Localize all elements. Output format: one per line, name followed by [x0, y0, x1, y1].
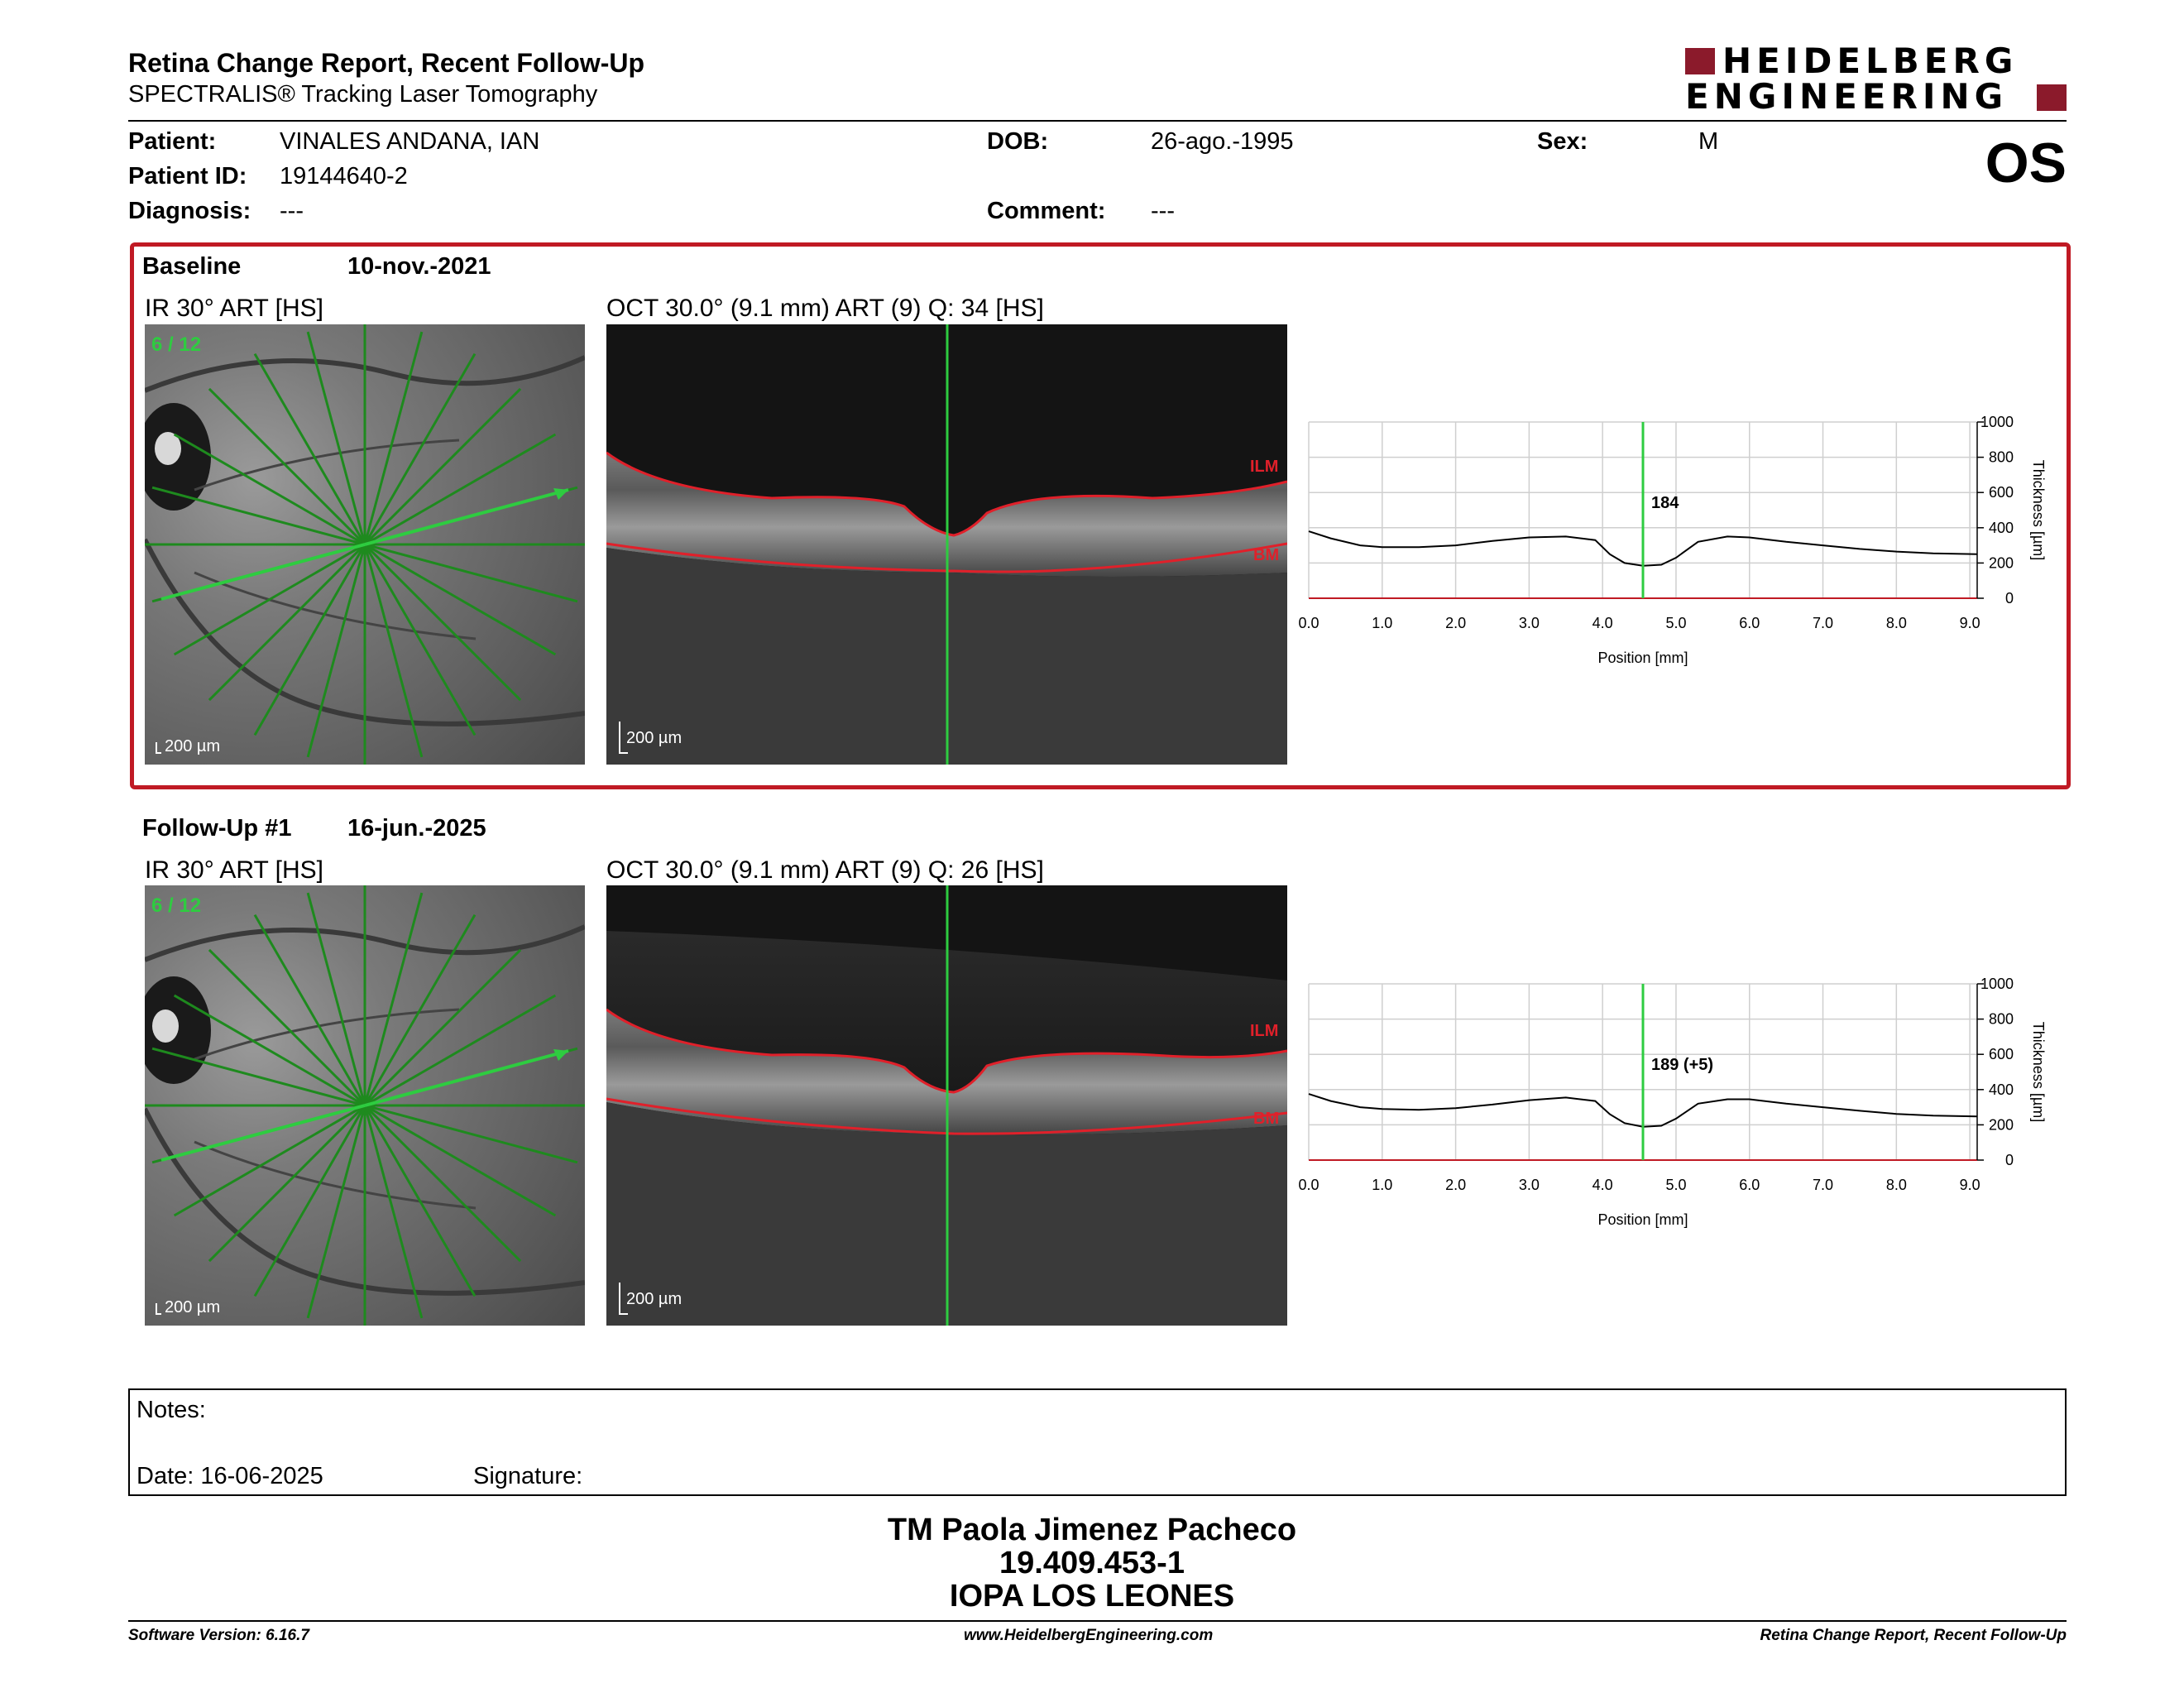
x-tick-label: 0.0 — [1298, 615, 1319, 631]
dob-label: DOB: — [987, 128, 1049, 155]
comment-value: --- — [1151, 198, 1175, 224]
thickness-line — [1308, 1093, 1978, 1128]
oct-bscan-image[interactable]: ILM BM 200 µm — [606, 324, 1287, 765]
exam-date: 10-nov.-2021 — [347, 253, 491, 280]
notes-label: Notes: — [136, 1397, 206, 1423]
x-tick-label: 1.0 — [1372, 1177, 1392, 1193]
x-tick-label: 6.0 — [1739, 615, 1760, 631]
header-divider — [128, 120, 2067, 122]
x-tick-label: 4.0 — [1592, 615, 1613, 631]
exam-label: Baseline — [142, 253, 242, 280]
y-tick-label: 200 — [1989, 554, 2014, 571]
examiner-id: 19.409.453-1 — [999, 1546, 1185, 1580]
x-tick-label: 0.0 — [1298, 1177, 1319, 1193]
y-tick-label: 600 — [1989, 1046, 2014, 1062]
scale-bar-label: 200 µm — [165, 737, 220, 755]
x-axis-label: Position [mm] — [1597, 650, 1688, 666]
x-tick-label: 1.0 — [1372, 615, 1392, 631]
footer-report-name: Retina Change Report, Recent Follow-Up — [1760, 1627, 2067, 1644]
thickness-profile-chart: 0.0 1.0 2.0 3.0 4.0 5.0 6.0 7.0 8.0 9.0 0 200 400 600… — [1298, 414, 2047, 666]
eye-indicator: OS — [1985, 132, 2067, 194]
scale-bar-label: 200 µm — [626, 1290, 682, 1308]
x-tick-label: 2.0 — [1445, 1177, 1466, 1193]
y-tick-label: 600 — [1989, 484, 2014, 501]
comment-label: Comment: — [987, 198, 1106, 224]
x-tick-label: 7.0 — [1813, 615, 1833, 631]
x-tick-label: 3.0 — [1519, 1177, 1540, 1193]
y-tick-label: 0 — [2005, 590, 2014, 607]
exam-date: 16-jun.-2025 — [347, 815, 486, 842]
x-tick-label: 2.0 — [1445, 615, 1466, 631]
x-tick-label: 7.0 — [1813, 1177, 1833, 1193]
ir-caption: IR 30° ART [HS] — [145, 856, 323, 884]
oct-caption: OCT 30.0° (9.1 mm) ART (9) Q: 26 [HS] — [606, 856, 1044, 884]
thickness-profile-chart: 0.0 1.0 2.0 3.0 4.0 5.0 6.0 7.0 8.0 9.0 0 200 400 600… — [1298, 976, 2047, 1228]
bm-boundary — [606, 542, 1287, 573]
notes-date: Date: 16-06-2025 — [136, 1463, 323, 1489]
ir-fundus-image[interactable]: 6 / 12 200 µm — [145, 885, 585, 1326]
x-tick-label: 5.0 — [1665, 1177, 1686, 1193]
dob-value: 26-ago.-1995 — [1151, 128, 1294, 155]
institution-name: IOPA LOS LEONES — [949, 1579, 1235, 1614]
bm-label: BM — [1253, 1110, 1279, 1128]
diagnosis-value: --- — [280, 198, 304, 224]
y-tick-label: 200 — [1989, 1116, 2014, 1133]
y-tick-label: 0 — [2005, 1152, 2014, 1168]
radial-scan-pattern: 6 / 12 200 µm — [145, 324, 585, 765]
cursor-value-label: 184 — [1651, 494, 1679, 512]
bm-label: BM — [1253, 546, 1279, 564]
sex-value: M — [1698, 128, 1719, 155]
scale-bar-label: 200 µm — [165, 1298, 220, 1316]
ilm-boundary — [606, 1008, 1287, 1094]
ilm-label: ILM — [1250, 458, 1278, 476]
scan-index-label: 6 / 12 — [151, 894, 201, 917]
scale-bar-label: 200 µm — [626, 729, 682, 747]
radial-scan-pattern: 6 / 12 200 µm — [145, 885, 585, 1326]
examiner-name: TM Paola Jimenez Pacheco — [887, 1513, 1297, 1547]
sex-label: Sex: — [1537, 128, 1588, 155]
bm-boundary — [606, 1097, 1287, 1135]
x-tick-label: 8.0 — [1886, 1177, 1907, 1193]
x-tick-label: 6.0 — [1739, 1177, 1760, 1193]
x-tick-label: 8.0 — [1886, 615, 1907, 631]
patient-id: 19144640-2 — [280, 163, 408, 189]
diagnosis-label: Diagnosis: — [128, 198, 251, 224]
notes-box[interactable]: Notes: Date: 16-06-2025 Signature: — [128, 1388, 2067, 1496]
oct-bscan-image[interactable]: ILM BM 200 µm — [606, 885, 1287, 1326]
thickness-line — [1308, 530, 1978, 567]
ir-fundus-image[interactable]: 6 / 12 200 µm — [145, 324, 585, 765]
signature-label: Signature: — [473, 1463, 583, 1489]
y-axis-label: Thickness [µm] — [2030, 1022, 2047, 1122]
patient-label: Patient: — [128, 128, 217, 155]
x-tick-label: 3.0 — [1519, 615, 1540, 631]
ilm-boundary — [606, 451, 1287, 537]
ilm-label: ILM — [1250, 1022, 1278, 1040]
y-tick-label: 1000 — [1980, 976, 2014, 992]
x-tick-label: 5.0 — [1665, 615, 1686, 631]
y-tick-label: 1000 — [1980, 414, 2014, 430]
baseline-highlight-frame — [130, 242, 2071, 789]
website-link[interactable]: www.HeidelbergEngineering.com — [964, 1627, 1214, 1644]
y-axis-label: Thickness [µm] — [2030, 460, 2047, 560]
patient-id-label: Patient ID: — [128, 163, 247, 189]
x-axis-label: Position [mm] — [1597, 1211, 1688, 1228]
y-tick-label: 800 — [1989, 449, 2014, 466]
software-version: Software Version: 6.16.7 — [128, 1627, 309, 1644]
patient-name: VINALES ANDANA, IAN — [280, 128, 540, 155]
oct-caption: OCT 30.0° (9.1 mm) ART (9) Q: 34 [HS] — [606, 295, 1044, 322]
exam-label: Follow-Up #1 — [142, 815, 292, 842]
ir-caption: IR 30° ART [HS] — [145, 295, 323, 322]
y-tick-label: 400 — [1989, 520, 2014, 536]
footer-divider — [128, 1620, 2067, 1622]
report-title: Retina Change Report, Recent Follow-Up — [128, 48, 645, 78]
report-subtitle: SPECTRALIS® Tracking Laser Tomography — [128, 81, 598, 108]
y-tick-label: 800 — [1989, 1011, 2014, 1028]
cursor-value-label: 189 (+5) — [1651, 1056, 1713, 1074]
y-tick-label: 400 — [1989, 1081, 2014, 1098]
x-tick-label: 9.0 — [1960, 1177, 1980, 1193]
x-tick-label: 9.0 — [1960, 615, 1980, 631]
scan-index-label: 6 / 12 — [151, 333, 201, 356]
x-tick-label: 4.0 — [1592, 1177, 1613, 1193]
